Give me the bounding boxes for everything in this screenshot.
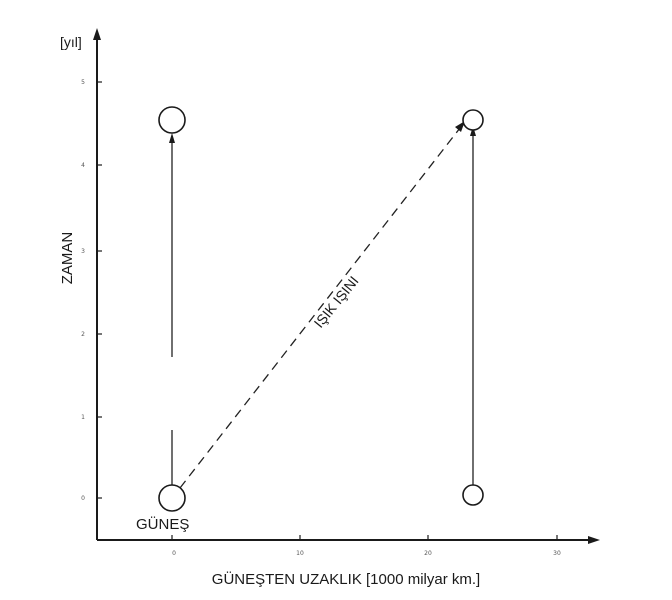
sun-label: GÜNEŞ	[136, 515, 189, 533]
observer-event-arrival	[462, 109, 484, 131]
y-ticks: 0 1 2 3 4 5	[81, 79, 102, 502]
x-axis-arrow-icon	[588, 536, 600, 544]
x-axis-label: GÜNEŞTEN UZAKLIK [1000 milyar km.]	[212, 570, 480, 588]
y-tick-label-3: 3	[81, 248, 85, 255]
y-axis-arrow-icon	[93, 28, 101, 40]
light-ray-label: IŞIK IŞINI	[311, 273, 362, 331]
x-tick-label-3: 30	[553, 550, 561, 557]
light-ray-arrow-icon	[455, 121, 465, 132]
sun-worldline-arrow-icon	[169, 133, 175, 143]
x-tick-label-0: 0	[172, 550, 176, 557]
y-tick-label-5: 5	[81, 79, 85, 86]
x-tick-label-1: 10	[296, 550, 304, 557]
y-unit-label: [yıl]	[60, 34, 82, 50]
y-tick-label-0: 0	[81, 495, 85, 502]
observer-worldline-arrow-icon	[470, 126, 476, 136]
x-ticks: 0 10 20 30	[171, 535, 561, 557]
light-ray	[179, 127, 461, 489]
y-tick-label-4: 4	[81, 162, 85, 169]
sun-event-later	[158, 106, 186, 134]
sun-event-start	[158, 484, 186, 512]
y-axis-label: ZAMAN	[59, 232, 76, 285]
observer-event-start	[462, 484, 484, 506]
y-tick-label-2: 2	[81, 331, 85, 338]
x-tick-label-2: 20	[424, 550, 432, 557]
y-tick-label-1: 1	[81, 414, 85, 421]
